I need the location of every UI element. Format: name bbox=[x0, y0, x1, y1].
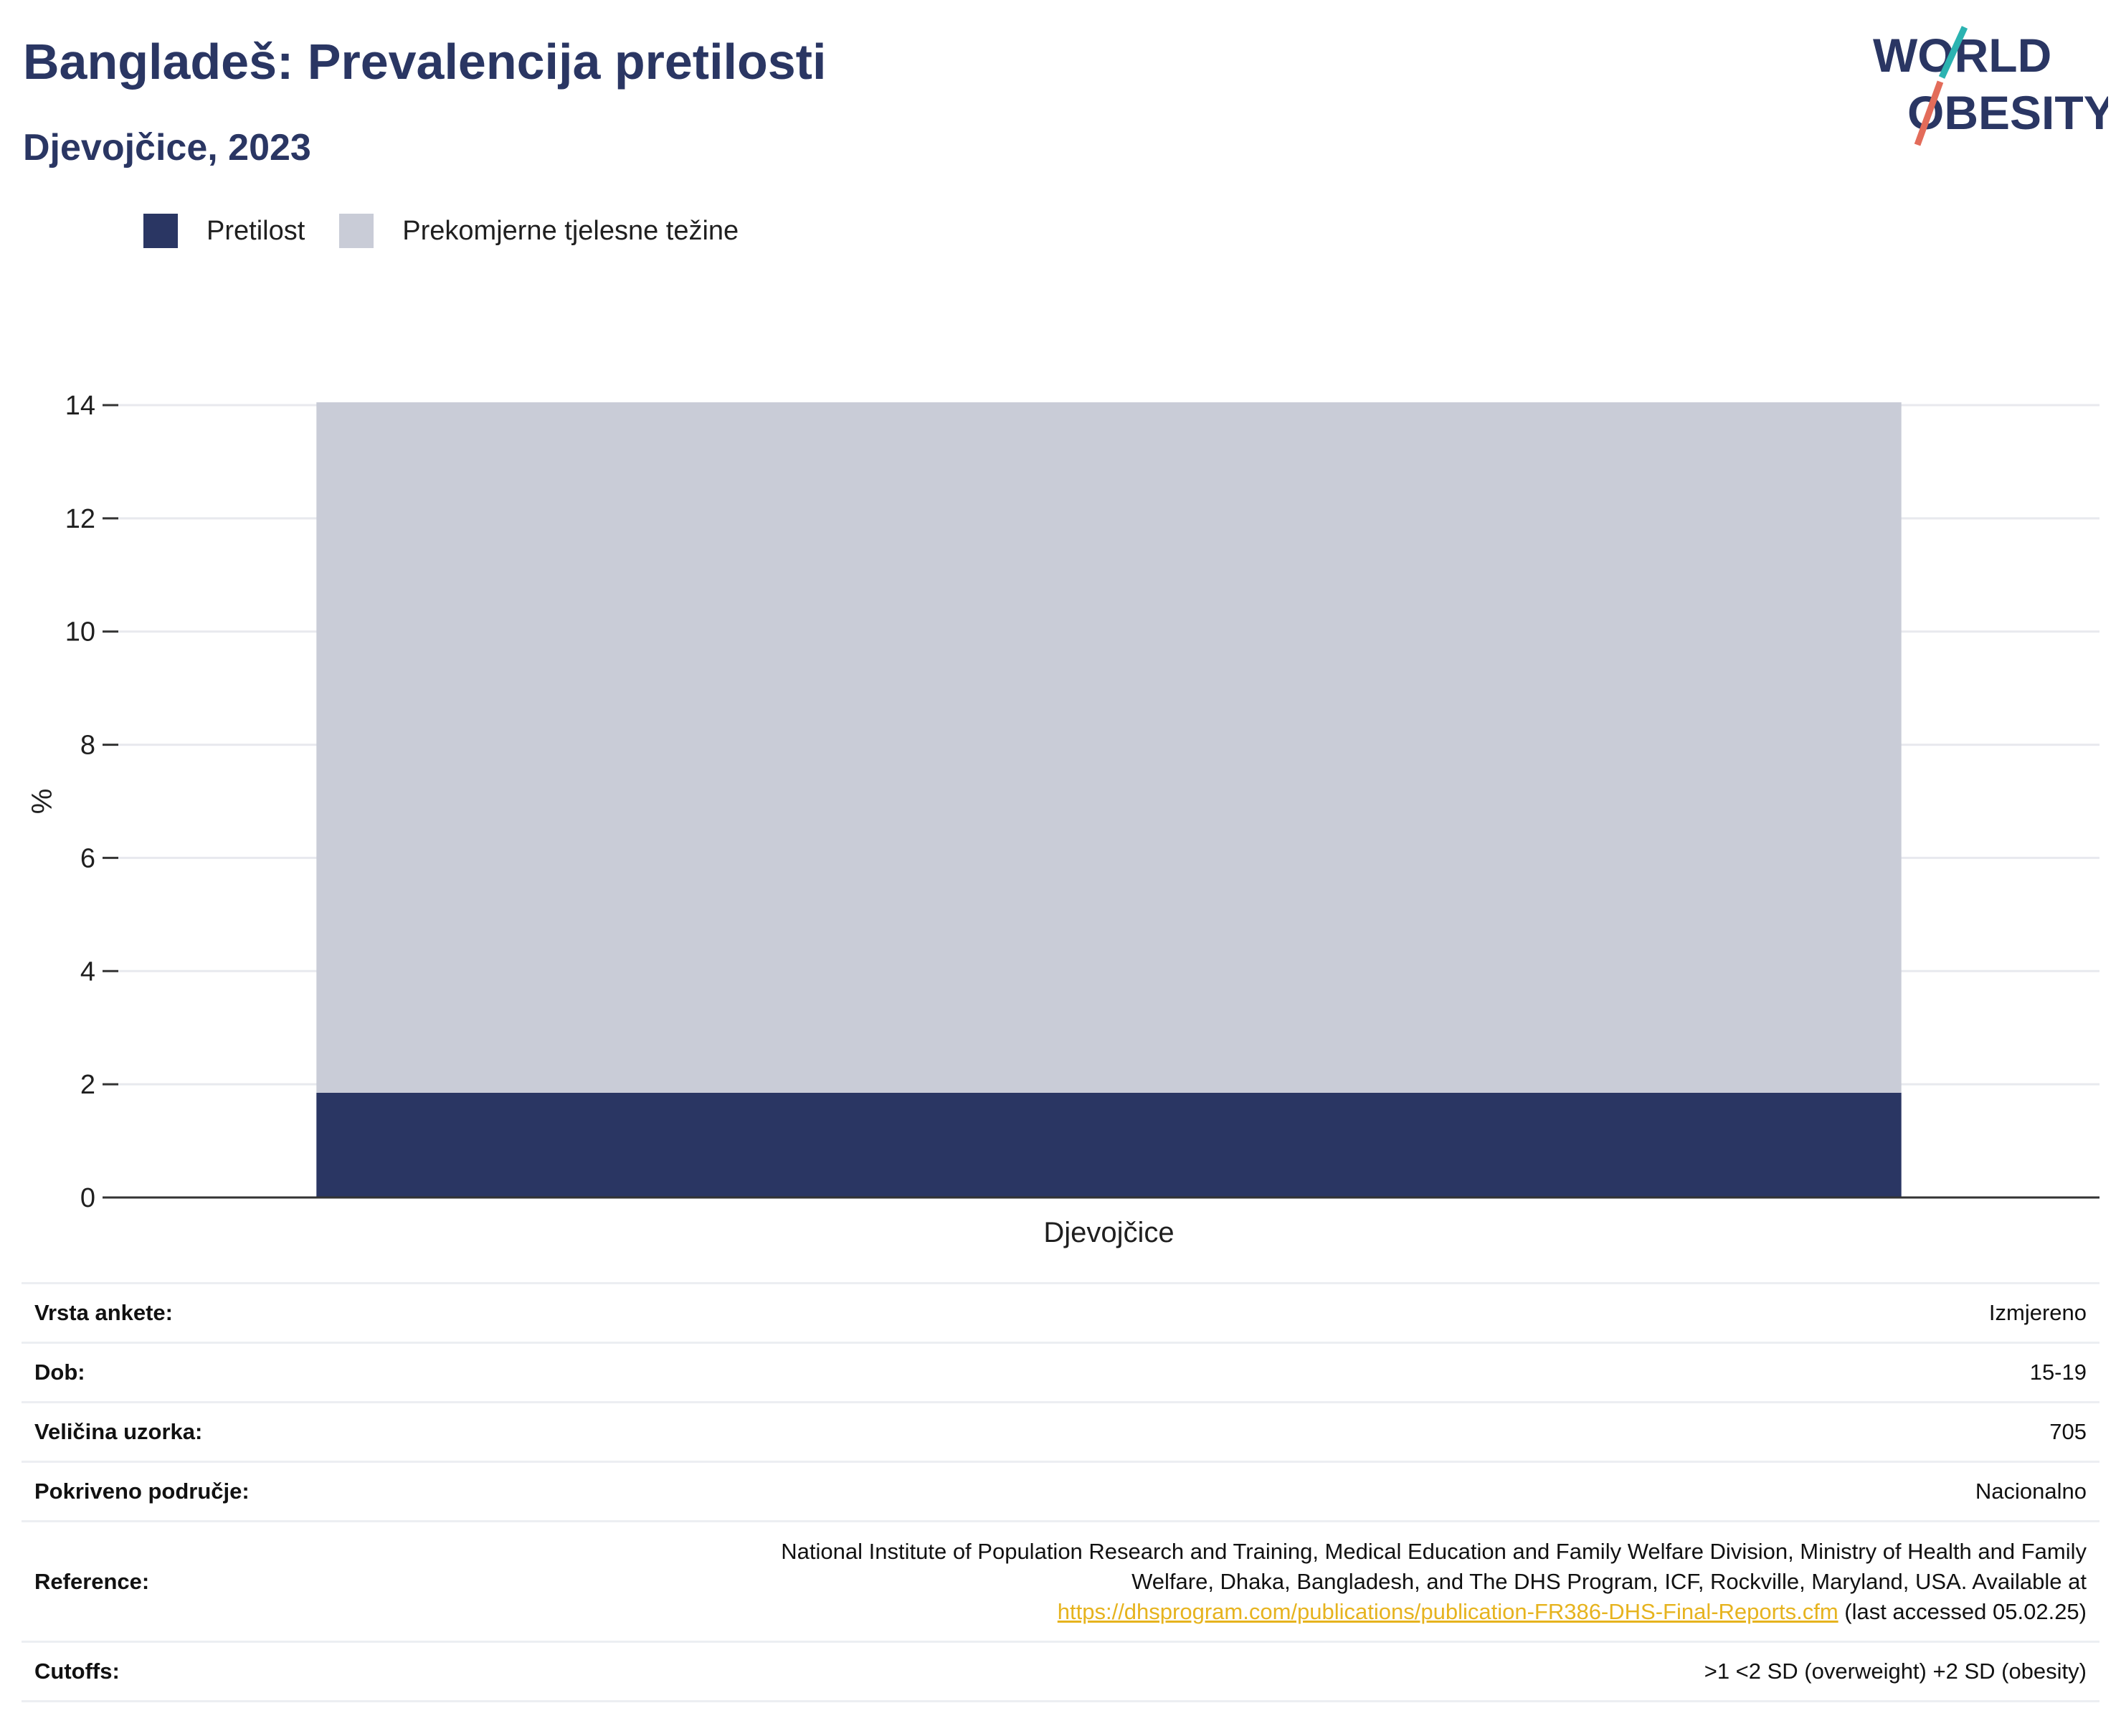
y-tick-label: 14 bbox=[65, 391, 95, 421]
meta-value: 15-19 bbox=[549, 1342, 2099, 1403]
logo-slash-top bbox=[1938, 26, 1968, 79]
meta-key: Veličina uzorka: bbox=[22, 1401, 549, 1462]
meta-row-survey-type: Vrsta ankete: Izmjereno bbox=[22, 1282, 2099, 1343]
y-tick-label: 2 bbox=[80, 1070, 95, 1100]
legend-item-overweight: Prekomjerne tjelesne težine bbox=[339, 214, 739, 248]
legend-swatch-obesity bbox=[143, 214, 178, 248]
meta-value: National Institute of Population Researc… bbox=[549, 1520, 2099, 1642]
y-tick-label: 10 bbox=[65, 617, 95, 648]
y-tick-label: 8 bbox=[80, 731, 95, 761]
meta-key: Reference: bbox=[22, 1520, 549, 1642]
logo-line2: OBESITY bbox=[1907, 86, 2108, 139]
page-title: Bangladeš: Prevalencija pretilosti bbox=[23, 34, 827, 90]
meta-key: Cutoffs: bbox=[22, 1641, 549, 1702]
reference-line1: National Institute of Population Researc… bbox=[781, 1538, 2087, 1564]
meta-row-coverage: Pokriveno područje: Nacionalno bbox=[22, 1461, 2099, 1522]
x-tick-label: Djevojčice bbox=[1043, 1217, 1174, 1248]
page-subtitle: Djevojčice, 2023 bbox=[23, 127, 311, 169]
reference-line2: Welfare, Dhaka, Bangladesh, and The DHS … bbox=[1131, 1568, 2087, 1594]
meta-value: Nacionalno bbox=[549, 1461, 2099, 1522]
y-tick-label: 0 bbox=[80, 1183, 95, 1213]
meta-value: 705 bbox=[549, 1401, 2099, 1462]
meta-value: >1 <2 SD (overweight) +2 SD (obesity) bbox=[549, 1641, 2099, 1702]
meta-row-cutoffs: Cutoffs: >1 <2 SD (overweight) +2 SD (ob… bbox=[22, 1641, 2099, 1702]
legend-label-obesity: Pretilost bbox=[207, 215, 305, 246]
meta-row-age: Dob: 15-19 bbox=[22, 1342, 2099, 1403]
meta-value: Izmjereno bbox=[549, 1282, 2099, 1343]
legend-label-overweight: Prekomjerne tjelesne težine bbox=[402, 215, 739, 246]
y-tick-label: 6 bbox=[80, 843, 95, 873]
y-tick-label: 4 bbox=[80, 957, 95, 987]
meta-row-sample-size: Veličina uzorka: 705 bbox=[22, 1401, 2099, 1462]
y-tick-label: 12 bbox=[65, 504, 95, 534]
meta-row-reference: Reference: National Institute of Populat… bbox=[22, 1520, 2099, 1642]
meta-key: Pokriveno područje: bbox=[22, 1461, 549, 1522]
world-obesity-logo: WORLD OBESITY bbox=[1873, 26, 2108, 146]
bar-overweight bbox=[316, 402, 1902, 1093]
bar-chart: 0 2 4 6 8 10 12 14% Djevojčice bbox=[27, 391, 2099, 1248]
survey-info-table: Vrsta ankete: Izmjereno Dob: 15-19 Velič… bbox=[22, 1282, 2099, 1702]
logo-slash-bottom bbox=[1914, 80, 1944, 146]
bar-obesity bbox=[316, 1092, 1902, 1197]
meta-key: Dob: bbox=[22, 1342, 549, 1403]
chart-legend: Pretilost Prekomjerne tjelesne težine bbox=[143, 214, 773, 248]
legend-swatch-overweight bbox=[339, 214, 374, 248]
reference-link[interactable]: https://dhsprogram.com/publications/publ… bbox=[1057, 1598, 1838, 1624]
meta-key: Vrsta ankete: bbox=[22, 1282, 549, 1343]
y-axis-label: % bbox=[27, 789, 58, 815]
legend-item-obesity: Pretilost bbox=[143, 214, 305, 248]
reference-suffix: (last accessed 05.02.25) bbox=[1838, 1598, 2087, 1624]
